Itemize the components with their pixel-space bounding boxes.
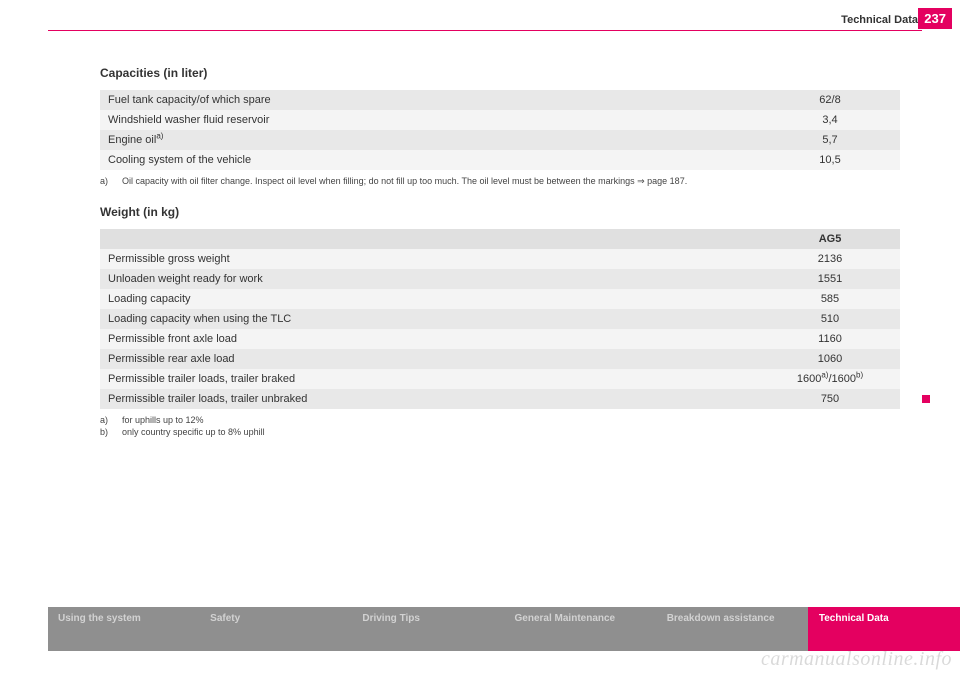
content-area: Capacities (in liter) Fuel tank capacity…: [100, 66, 900, 437]
nav-label: Using the system: [58, 613, 141, 624]
header-rule: [48, 30, 922, 31]
table-row: Loading capacity when using the TLC 510: [100, 309, 900, 329]
w-label: Permissible trailer loads, trailer brake…: [100, 369, 760, 389]
nav-driving-tips[interactable]: Driving Tips: [351, 607, 503, 651]
footnote-text-suffix: page 187.: [645, 176, 688, 186]
footnote-text: Oil capacity with oil filter change. Ins…: [122, 176, 687, 187]
section-end-square-icon: [922, 395, 930, 403]
table-row: Permissible trailer loads, trailer unbra…: [100, 389, 900, 409]
table-row: Loading capacity 585: [100, 289, 900, 309]
capacities-table: Fuel tank capacity/of which spare 62/8 W…: [100, 90, 900, 170]
section-end-marker-wrap: [922, 229, 930, 409]
table-row: Engine oila) 5,7: [100, 130, 900, 150]
table-row: Unloaden weight ready for work 1551: [100, 269, 900, 289]
weight-table: AG5 Permissible gross weight 2136 Unload…: [100, 229, 900, 409]
cap-label: Engine oila): [100, 130, 760, 150]
w-label: Unloaden weight ready for work: [100, 269, 760, 289]
cap-value: 10,5: [760, 150, 900, 170]
w-value: 1600a)/1600b): [760, 369, 900, 389]
w-value: 1160: [760, 329, 900, 349]
nav-label: Technical Data: [819, 613, 889, 624]
nav-breakdown-assistance[interactable]: Breakdown assistance: [656, 607, 808, 651]
capacities-heading: Capacities (in liter): [100, 66, 900, 80]
footnote-key: b): [100, 427, 114, 437]
weight-block: AG5 Permissible gross weight 2136 Unload…: [100, 229, 900, 409]
nav-label: Breakdown assistance: [667, 613, 775, 624]
w-label: Loading capacity when using the TLC: [100, 309, 760, 329]
footnote-text-prefix: Oil capacity with oil filter change. Ins…: [122, 176, 637, 186]
footnote: a) Oil capacity with oil filter change. …: [100, 176, 900, 187]
weight-footnotes: a) for uphills up to 12% b) only country…: [100, 415, 900, 437]
nav-technical-data[interactable]: Technical Data: [808, 607, 960, 651]
table-row: Permissible trailer loads, trailer brake…: [100, 369, 900, 389]
w-value: 510: [760, 309, 900, 329]
w-label: Permissible front axle load: [100, 329, 760, 349]
capacities-footnotes: a) Oil capacity with oil filter change. …: [100, 176, 900, 187]
watermark: carmanualsonline.info: [761, 648, 952, 671]
w-value: 1551: [760, 269, 900, 289]
spacer: [100, 187, 900, 205]
table-header-row: AG5: [100, 229, 900, 249]
w-value-sup2: b): [856, 370, 863, 379]
page-number-tab: 237: [918, 8, 952, 29]
table-row: Windshield washer fluid reservoir 3,4: [100, 110, 900, 130]
w-value: 1060: [760, 349, 900, 369]
page-root: 237 Technical Data Capacities (in liter)…: [0, 0, 960, 673]
nav-using-the-system[interactable]: Using the system: [48, 607, 199, 651]
w-value-prefix: 1600: [797, 373, 821, 385]
footnote-key: a): [100, 176, 114, 187]
page-section-title: Technical Data: [841, 14, 918, 26]
footnote: b) only country specific up to 8% uphill: [100, 427, 900, 437]
cap-label-prefix: Engine oil: [108, 134, 156, 146]
w-label: Loading capacity: [100, 289, 760, 309]
cap-value: 62/8: [760, 90, 900, 110]
footnote-text: for uphills up to 12%: [122, 415, 204, 425]
w-label: Permissible trailer loads, trailer unbra…: [100, 389, 760, 409]
w-value: 2136: [760, 249, 900, 269]
nav-label: General Maintenance: [515, 613, 616, 624]
cap-value: 5,7: [760, 130, 900, 150]
bottom-nav: Using the system Safety Driving Tips Gen…: [48, 607, 960, 651]
table-row: Permissible rear axle load 1060: [100, 349, 900, 369]
cap-label: Windshield washer fluid reservoir: [100, 110, 760, 130]
nav-general-maintenance[interactable]: General Maintenance: [504, 607, 656, 651]
w-label: Permissible rear axle load: [100, 349, 760, 369]
footnote-text: only country specific up to 8% uphill: [122, 427, 265, 437]
w-value-mid: /1600: [828, 373, 856, 385]
weight-col-empty: [100, 229, 760, 249]
table-row: Fuel tank capacity/of which spare 62/8: [100, 90, 900, 110]
footnote: a) for uphills up to 12%: [100, 415, 900, 425]
nav-label: Driving Tips: [362, 613, 420, 624]
table-row: Permissible front axle load 1160: [100, 329, 900, 349]
nav-safety[interactable]: Safety: [199, 607, 351, 651]
weight-col-header: AG5: [760, 229, 900, 249]
cap-label: Cooling system of the vehicle: [100, 150, 760, 170]
table-row: Permissible gross weight 2136: [100, 249, 900, 269]
cap-label-sup: a): [156, 131, 163, 140]
w-label: Permissible gross weight: [100, 249, 760, 269]
footnote-key: a): [100, 415, 114, 425]
w-value: 750: [760, 389, 900, 409]
cap-label: Fuel tank capacity/of which spare: [100, 90, 760, 110]
cap-value: 3,4: [760, 110, 900, 130]
table-row: Cooling system of the vehicle 10,5: [100, 150, 900, 170]
w-value: 585: [760, 289, 900, 309]
weight-heading: Weight (in kg): [100, 205, 900, 219]
arrow-icon: ⇒: [637, 176, 645, 186]
nav-label: Safety: [210, 613, 240, 624]
